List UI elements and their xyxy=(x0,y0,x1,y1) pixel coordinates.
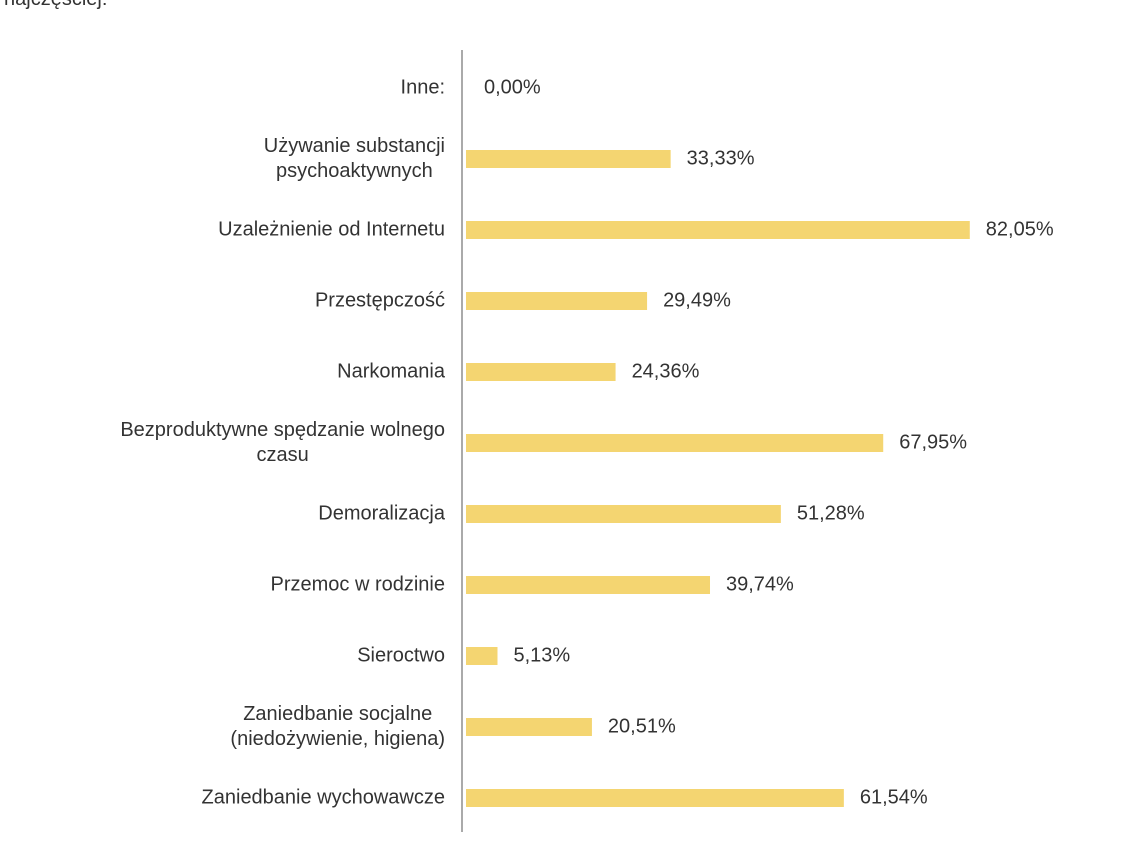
chart-subtitle: najczęściej: xyxy=(4,0,107,11)
bar xyxy=(466,434,884,452)
category-label: Sieroctwo xyxy=(357,644,445,667)
bar xyxy=(466,363,616,381)
value-label: 24,36% xyxy=(631,360,700,383)
value-label: 39,74% xyxy=(726,573,794,596)
category-label: Bezproduktywne spędzanie wolnego czasu xyxy=(120,419,445,466)
value-label: 82,05% xyxy=(985,218,1054,241)
category-label: Demoralizacja xyxy=(318,502,445,525)
value-label: 5,13% xyxy=(513,644,571,667)
bar xyxy=(466,718,592,736)
bar xyxy=(466,292,648,310)
value-label: 33,33% xyxy=(686,147,755,170)
category-label: Przestępczość xyxy=(314,289,445,312)
value-label: 61,54% xyxy=(859,786,928,809)
bar xyxy=(466,576,711,594)
category-label: Narkomania xyxy=(337,360,445,383)
value-label: 20,51% xyxy=(607,715,676,738)
bar xyxy=(466,221,970,239)
bar xyxy=(466,789,844,807)
category-label: Zaniedbanie wychowawcze xyxy=(201,786,445,809)
bar xyxy=(466,505,781,523)
value-label: 67,95% xyxy=(899,431,968,454)
bar xyxy=(466,647,498,665)
value-label: 0,00% xyxy=(484,76,541,99)
category-label: Używanie substancji psychoaktywnych xyxy=(263,135,445,182)
category-label: Przemoc w rodzinie xyxy=(270,573,445,596)
category-label: Zaniedbanie socjalne (niedożywienie, hig… xyxy=(230,703,445,750)
value-label: 29,49% xyxy=(663,289,731,312)
category-label: Inne: xyxy=(400,76,445,99)
category-label: Uzależnienie od Internetu xyxy=(218,218,445,241)
bar xyxy=(466,150,671,168)
value-label: 51,28% xyxy=(796,502,865,525)
